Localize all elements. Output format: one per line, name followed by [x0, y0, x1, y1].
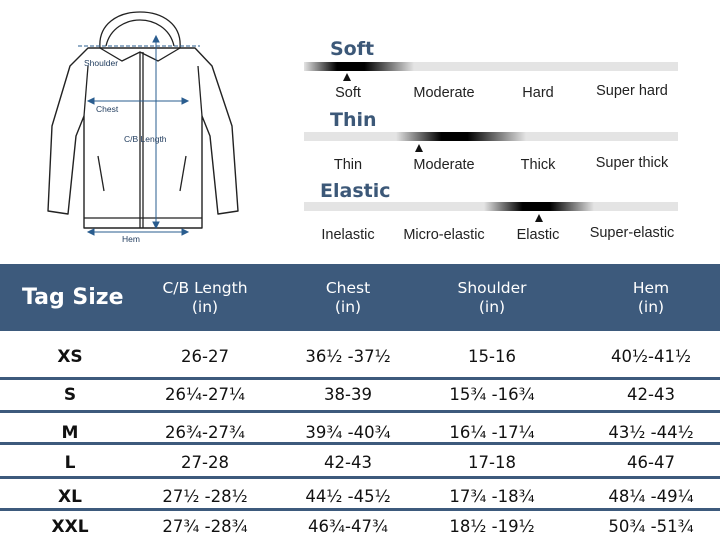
row-divider	[0, 442, 720, 445]
measurement-cell: 26-27	[181, 347, 229, 366]
measurement-cell: 17-18	[468, 453, 516, 472]
header-cb-length: C/B Length (in)	[162, 264, 247, 331]
measurement-cell: 42-43	[627, 385, 675, 404]
measurement-cell: 27-28	[181, 453, 229, 472]
size-cell: L	[64, 453, 76, 473]
selected-marker-thin	[415, 144, 423, 152]
option-soft-2: Hard	[522, 85, 554, 101]
jacket-diagram: Shoulder Chest C/B Length Hem	[47, 11, 239, 244]
measurement-cell: 18½ -19½	[449, 517, 535, 536]
header-cb-length-unit: (in)	[191, 297, 219, 316]
size-cell: S	[63, 385, 77, 405]
chest-label: Chest	[96, 104, 119, 114]
size-cell: M	[61, 423, 79, 443]
option-soft-3: Super hard	[596, 83, 668, 99]
measurement-cell: 15¾ -16¾	[449, 385, 535, 404]
measurement-cell: 44½ -45½	[305, 487, 391, 506]
measurement-cell: 38-39	[324, 385, 372, 404]
option-thin-3: Super thick	[595, 155, 669, 171]
hem-label: Hem	[122, 234, 140, 244]
option-elastic-2: Elastic	[516, 227, 560, 243]
measurement-cell: 26¾-27¾	[165, 423, 245, 442]
property-title-elastic: Elastic	[320, 180, 391, 202]
header-chest-label: Chest	[325, 278, 371, 297]
shoulder-label: Shoulder	[84, 58, 118, 68]
header-shoulder-unit: (in)	[478, 297, 506, 316]
option-thin-1: Moderate	[413, 157, 475, 173]
scale-bar-thin	[304, 132, 678, 141]
scale-bar-soft	[304, 62, 678, 71]
row-divider	[0, 410, 720, 413]
header-shoulder: Shoulder (in)	[457, 264, 526, 331]
option-thin-2: Thick	[520, 157, 556, 173]
header-hem-label: Hem	[632, 278, 670, 297]
scale-bar-elastic	[304, 202, 678, 211]
measurement-cell: 16¼ -17¼	[449, 423, 535, 442]
option-thin-0: Thin	[333, 157, 363, 173]
measurement-cell: 27½ -28½	[162, 487, 248, 506]
selected-marker-elastic	[535, 214, 543, 222]
property-title-soft: Soft	[330, 38, 375, 60]
size-cell: XL	[58, 487, 82, 507]
header-cb-length-label: C/B Length	[162, 278, 248, 297]
option-elastic-3: Super-elastic	[589, 225, 675, 241]
measurement-cell: 15-16	[468, 347, 516, 366]
header-shoulder-label: Shoulder	[457, 278, 527, 297]
header-chest: Chest (in)	[326, 264, 370, 331]
size-cell: XS	[57, 347, 83, 367]
row-divider	[0, 377, 720, 380]
selected-marker-soft	[343, 73, 351, 81]
size-table-header	[0, 264, 720, 331]
measurement-cell: 40½-41½	[611, 347, 691, 366]
option-soft-0: Soft	[335, 85, 361, 101]
length-label: C/B Length	[124, 134, 167, 144]
measurement-cell: 46¾-47¾	[308, 517, 388, 536]
property-title-thin: Thin	[330, 109, 377, 131]
measurement-cell: 50¾ -51¾	[608, 517, 694, 536]
option-elastic-0: Inelastic	[321, 227, 375, 243]
measurement-cell: 43½ -44½	[608, 423, 694, 442]
measurement-cell: 36½ -37½	[305, 347, 391, 366]
option-soft-1: Moderate	[413, 85, 475, 101]
header-chest-unit: (in)	[334, 297, 362, 316]
measurement-cell: 26¼-27¼	[165, 385, 245, 404]
measurement-cell: 39¾ -40¾	[305, 423, 391, 442]
measurement-cell: 27¾ -28¾	[162, 517, 248, 536]
option-elastic-1: Micro-elastic	[403, 227, 485, 243]
row-divider	[0, 476, 720, 479]
size-cell: XXL	[51, 517, 89, 537]
measurement-cell: 46-47	[627, 453, 675, 472]
measurement-cell: 42-43	[324, 453, 372, 472]
header-tag-size: Tag Size	[22, 285, 124, 310]
header-hem: Hem (in)	[633, 264, 669, 331]
row-divider	[0, 508, 720, 511]
measurement-cell: 17¾ -18¾	[449, 487, 535, 506]
measurement-cell: 48¼ -49¼	[608, 487, 694, 506]
header-hem-unit: (in)	[637, 297, 665, 316]
